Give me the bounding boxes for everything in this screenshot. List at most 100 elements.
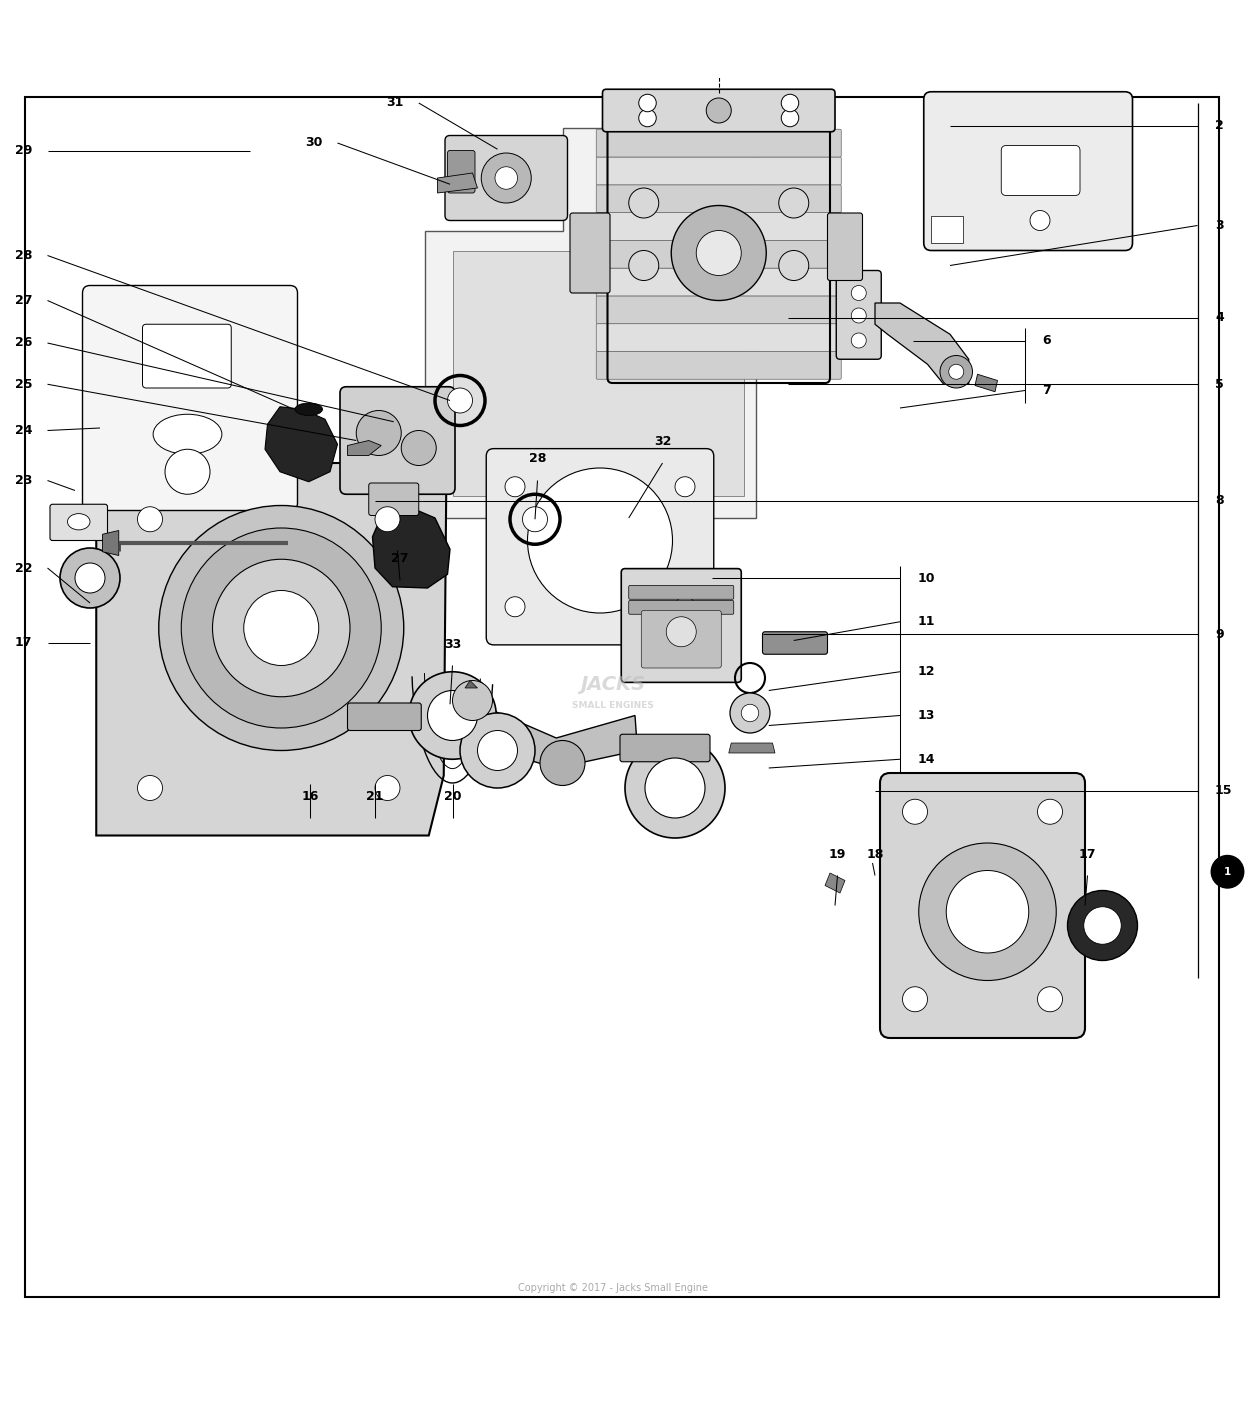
Text: 2: 2	[1215, 120, 1224, 132]
Circle shape	[671, 205, 766, 301]
Circle shape	[629, 250, 659, 281]
Circle shape	[779, 250, 809, 281]
Polygon shape	[265, 406, 338, 482]
Circle shape	[1038, 799, 1062, 824]
Circle shape	[940, 356, 972, 388]
Text: 19: 19	[829, 848, 846, 860]
Text: 21: 21	[366, 790, 384, 803]
Text: 27: 27	[15, 294, 32, 307]
FancyBboxPatch shape	[596, 240, 841, 269]
Circle shape	[645, 758, 705, 818]
Text: 16: 16	[301, 790, 319, 803]
Text: 24: 24	[15, 425, 32, 437]
Polygon shape	[825, 873, 845, 893]
Circle shape	[706, 98, 731, 122]
Circle shape	[851, 333, 866, 349]
Circle shape	[375, 776, 400, 800]
Circle shape	[356, 411, 401, 456]
FancyBboxPatch shape	[142, 325, 231, 388]
Circle shape	[401, 430, 436, 465]
Polygon shape	[704, 15, 734, 38]
Circle shape	[629, 188, 659, 218]
FancyBboxPatch shape	[629, 600, 734, 614]
Text: 6: 6	[1042, 335, 1051, 347]
Circle shape	[181, 529, 381, 728]
Text: 23: 23	[15, 474, 32, 486]
FancyBboxPatch shape	[621, 568, 741, 682]
FancyBboxPatch shape	[486, 449, 714, 645]
Text: 26: 26	[15, 336, 32, 350]
Ellipse shape	[295, 404, 322, 416]
FancyBboxPatch shape	[50, 505, 108, 540]
Text: 13: 13	[918, 709, 935, 723]
Polygon shape	[438, 173, 478, 193]
Text: 31: 31	[386, 97, 404, 110]
Circle shape	[60, 548, 120, 607]
Circle shape	[741, 704, 759, 721]
Circle shape	[1038, 987, 1062, 1012]
Text: 17: 17	[15, 637, 32, 650]
FancyBboxPatch shape	[880, 773, 1085, 1038]
FancyBboxPatch shape	[836, 270, 881, 360]
Circle shape	[522, 506, 548, 531]
Circle shape	[625, 738, 725, 838]
FancyBboxPatch shape	[828, 212, 862, 281]
Polygon shape	[372, 503, 450, 588]
Circle shape	[540, 741, 585, 786]
Circle shape	[781, 94, 799, 111]
Text: 28: 28	[15, 249, 32, 262]
FancyBboxPatch shape	[596, 352, 841, 380]
Circle shape	[159, 506, 404, 751]
FancyBboxPatch shape	[596, 157, 841, 184]
Circle shape	[1211, 855, 1244, 889]
FancyBboxPatch shape	[641, 610, 721, 668]
Text: 15: 15	[1215, 785, 1232, 797]
Polygon shape	[102, 530, 119, 555]
Circle shape	[495, 167, 518, 190]
Circle shape	[244, 591, 319, 665]
Circle shape	[138, 506, 162, 531]
Circle shape	[1068, 890, 1138, 960]
Circle shape	[375, 506, 400, 531]
Circle shape	[505, 477, 525, 496]
Polygon shape	[931, 215, 962, 243]
Polygon shape	[452, 693, 638, 768]
Text: 25: 25	[15, 378, 32, 391]
Text: 11: 11	[918, 616, 935, 628]
Text: 10: 10	[918, 571, 935, 585]
Polygon shape	[465, 681, 478, 688]
FancyBboxPatch shape	[82, 285, 298, 510]
Circle shape	[639, 110, 656, 127]
Circle shape	[851, 285, 866, 301]
FancyBboxPatch shape	[570, 212, 610, 292]
Circle shape	[460, 713, 535, 787]
Circle shape	[528, 468, 672, 613]
FancyBboxPatch shape	[629, 585, 734, 599]
Circle shape	[781, 110, 799, 127]
FancyBboxPatch shape	[348, 703, 421, 731]
Circle shape	[730, 693, 770, 733]
Polygon shape	[452, 250, 744, 495]
Circle shape	[448, 388, 472, 413]
Text: 12: 12	[918, 665, 935, 678]
Text: 5: 5	[1215, 378, 1224, 391]
Circle shape	[779, 188, 809, 218]
Polygon shape	[425, 128, 756, 517]
Text: 9: 9	[1215, 627, 1224, 641]
Text: Copyright © 2017 - Jacks Small Engine: Copyright © 2017 - Jacks Small Engine	[518, 1284, 708, 1294]
Circle shape	[919, 844, 1056, 980]
Ellipse shape	[68, 513, 90, 530]
Circle shape	[165, 450, 210, 495]
Circle shape	[409, 672, 496, 759]
Text: 28: 28	[529, 453, 546, 465]
Text: 29: 29	[15, 143, 32, 157]
Polygon shape	[96, 463, 446, 835]
Circle shape	[213, 560, 350, 697]
Circle shape	[1030, 211, 1050, 231]
FancyBboxPatch shape	[596, 323, 841, 352]
FancyBboxPatch shape	[596, 295, 841, 323]
FancyBboxPatch shape	[596, 269, 841, 295]
Circle shape	[478, 731, 518, 770]
FancyBboxPatch shape	[602, 89, 835, 132]
Text: 27: 27	[391, 553, 409, 565]
